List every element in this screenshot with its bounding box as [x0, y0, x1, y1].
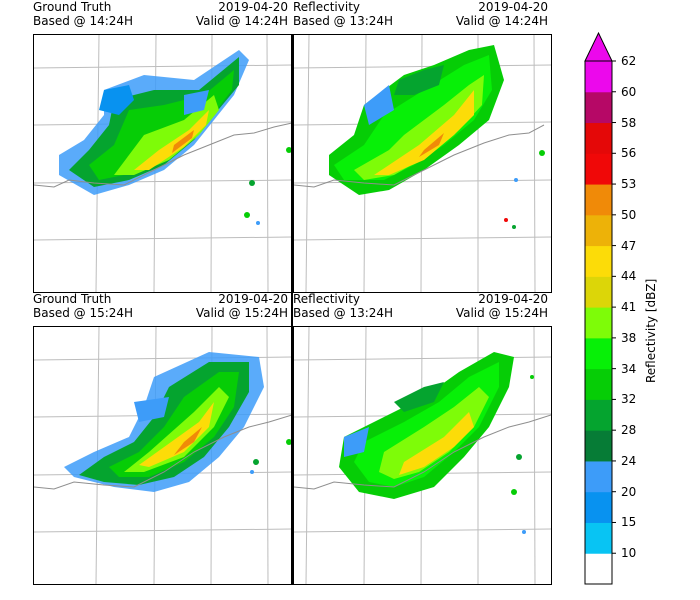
panel-2-title: Reflectivity	[293, 0, 361, 14]
colorbar-swatch	[585, 61, 612, 93]
panel-3-map	[33, 326, 293, 585]
colorbar-tick-label: 50	[621, 207, 637, 222]
colorbar-tick-label: 62	[621, 54, 637, 68]
panel-4-radar-svg	[294, 327, 551, 584]
colorbar-swatch	[585, 153, 612, 185]
panel-3-title: Ground Truth	[33, 292, 112, 306]
panel-1-valid-time: Valid @ 14:24H	[195, 14, 288, 28]
colorbar-tick-label: 47	[621, 238, 637, 253]
colorbar-border	[584, 60, 613, 585]
coastline	[294, 414, 551, 490]
radar-echo	[59, 50, 292, 225]
panel-2-based-time: Based @ 13:24H	[293, 14, 394, 28]
colorbar-tick-label: 38	[621, 330, 637, 345]
colorbar-swatch	[585, 307, 612, 339]
panel-2-title-right: 2019-04-20 Valid @ 14:24H	[456, 0, 548, 28]
panel-4-title: Reflectivity	[293, 292, 361, 306]
panel-1-based-time: Based @ 14:24H	[33, 14, 134, 28]
panel-4-title-right: 2019-04-20 Valid @ 15:24H	[456, 292, 548, 320]
colorbar-tick-label: 34	[621, 361, 637, 376]
colorbar-tick-label: 20	[621, 484, 637, 499]
panel-4-map	[293, 326, 552, 585]
panel-2-map	[293, 34, 552, 293]
colorbar-tick-label: 41	[621, 300, 637, 315]
panel-1-date: 2019-04-20	[218, 0, 288, 14]
panel-3-title-left: Ground Truth Based @ 15:24H	[33, 292, 133, 320]
colorbar-swatch	[585, 522, 612, 554]
panel-3-radar-svg	[34, 327, 292, 584]
panel-2-date: 2019-04-20	[478, 0, 548, 14]
panel-1-title-right: 2019-04-20 Valid @ 14:24H	[196, 0, 288, 28]
colorbar-swatch	[585, 184, 612, 216]
colorbar-tick-label: 28	[621, 423, 637, 438]
coastline	[34, 122, 292, 188]
panel-1-radar-svg	[34, 35, 292, 292]
panel-3-date: 2019-04-20	[218, 292, 288, 306]
coastline	[34, 414, 292, 490]
colorbar-swatch	[585, 214, 612, 247]
colorbar-tick-label: 24	[621, 453, 637, 468]
coastline	[294, 124, 545, 188]
colorbar-swatch	[585, 399, 612, 431]
radar-echo	[64, 352, 292, 492]
panel-1-map	[33, 34, 293, 293]
colorbar-tick-label: 44	[621, 269, 637, 284]
colorbar-extend-triangle	[584, 31, 613, 62]
colorbar-swatch	[585, 460, 612, 493]
radar-echo	[339, 352, 534, 534]
colorbar-tick-label: 53	[621, 177, 637, 192]
colorbar-swatch	[585, 337, 612, 370]
panel-4-based-time: Based @ 13:24H	[293, 306, 394, 320]
colorbar-tick-label: 15	[621, 515, 637, 530]
colorbar-swatch	[585, 122, 612, 154]
colorbar-swatch	[585, 276, 612, 308]
colorbar-swatch	[585, 553, 612, 585]
colorbar-swatch	[585, 368, 612, 400]
colorbar-label: Reflectivity [dBZ]	[644, 278, 658, 383]
panel-4-valid-time: Valid @ 15:24H	[455, 306, 548, 320]
colorbar-tick-label: 10	[621, 546, 637, 561]
colorbar-swatch	[585, 245, 612, 277]
panel-4-title-left: Reflectivity Based @ 13:24H	[293, 292, 393, 320]
radar-echo	[329, 45, 545, 229]
panel-1-title: Ground Truth	[33, 0, 112, 14]
column-divider	[291, 34, 293, 585]
panel-3-title-right: 2019-04-20 Valid @ 15:24H	[196, 292, 288, 320]
colorbar-tick-label: 60	[621, 84, 637, 99]
colorbar-swatch	[585, 491, 612, 523]
colorbar-swatch	[585, 430, 612, 462]
colorbar-swatch	[585, 91, 612, 124]
panel-4-date: 2019-04-20	[478, 292, 548, 306]
panel-3-based-time: Based @ 15:24H	[33, 306, 134, 320]
panel-2-title-left: Reflectivity Based @ 13:24H	[293, 0, 393, 28]
panel-3-valid-time: Valid @ 15:24H	[195, 306, 288, 320]
panel-2-valid-time: Valid @ 14:24H	[455, 14, 548, 28]
panel-2-radar-svg	[294, 35, 551, 292]
colorbar-tick-label: 32	[621, 392, 637, 407]
colorbar-tick-label: 56	[621, 146, 637, 161]
colorbar-tick-label: 58	[621, 115, 637, 130]
panel-1-title-left: Ground Truth Based @ 14:24H	[33, 0, 133, 28]
